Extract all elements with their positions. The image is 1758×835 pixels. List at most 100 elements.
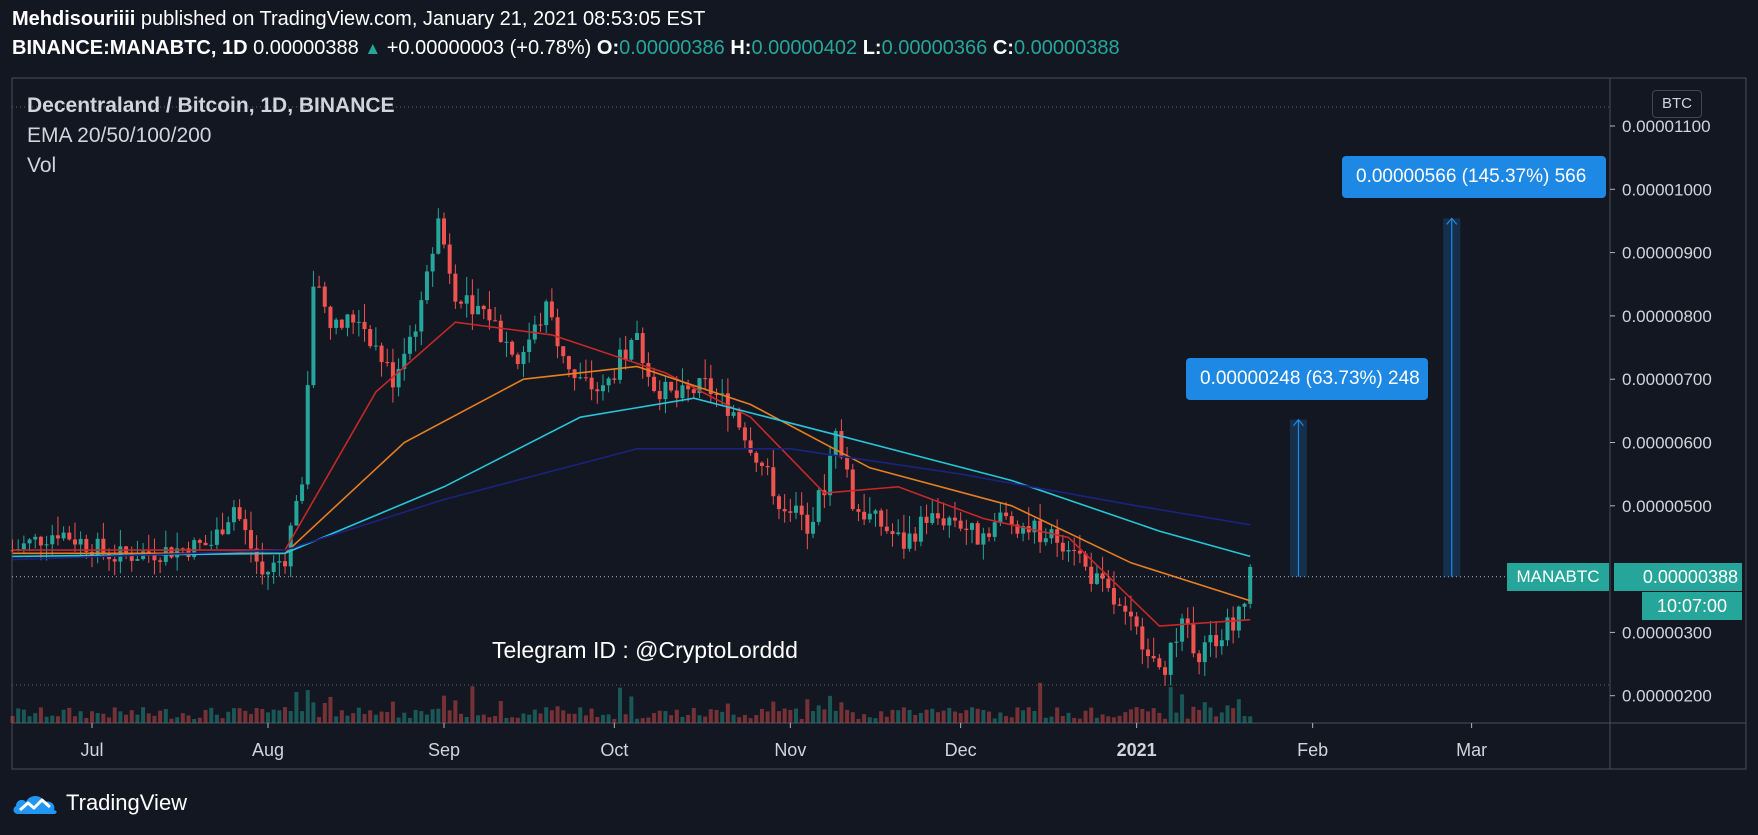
candle-body [260, 561, 265, 575]
candle-body [226, 522, 231, 535]
volume-bar [759, 708, 764, 723]
volume-bar [362, 714, 367, 723]
volume-bar [498, 701, 503, 723]
candle-body [947, 517, 952, 526]
open-value: 0.00000386 [619, 37, 725, 59]
volume-bar [987, 711, 992, 723]
candle-body [623, 349, 628, 360]
volume-bar [294, 692, 299, 723]
volume-bar [549, 710, 554, 723]
ema100-line [12, 397, 1251, 558]
volume-bar [674, 709, 679, 723]
volume-bar [782, 708, 787, 723]
volume-bar [402, 712, 407, 723]
ema50-line [12, 365, 1251, 602]
candle-body [884, 526, 889, 532]
outer-frame [11, 77, 1747, 770]
volume-bar [907, 709, 912, 723]
price-range-label-2[interactable]: 0.00000566 (145.37%) 566 [1342, 156, 1606, 198]
up-arrow-icon: ▲ [364, 39, 382, 58]
candle-body [805, 514, 810, 534]
candle-body [845, 457, 850, 470]
author-name[interactable]: Mehdisouriiii [12, 8, 136, 30]
volume-bar [1021, 710, 1026, 723]
volume-bar [141, 707, 146, 723]
candle-body [657, 390, 662, 400]
volume-bar [635, 718, 640, 723]
volume-bar [1242, 716, 1247, 723]
volume-bar [1009, 717, 1014, 723]
volume-bar [1231, 708, 1236, 723]
volume-bar [1055, 707, 1060, 723]
volume-bar [351, 713, 356, 723]
candle-body [493, 320, 498, 322]
y-tick-label: 0.00001000 [1622, 180, 1712, 199]
candle-body [1094, 573, 1099, 584]
candle-body [135, 559, 140, 561]
volume-bar [169, 718, 174, 723]
volume-bar [10, 716, 15, 723]
candle-body [794, 505, 798, 513]
candle-body [935, 513, 940, 519]
candle-body [754, 452, 759, 463]
volume-bar [652, 713, 657, 723]
volume-bar [970, 707, 974, 723]
candle-body [907, 533, 912, 549]
y-tick-label: 0.00000800 [1622, 307, 1712, 326]
candle-body [322, 286, 327, 307]
candle-body [288, 525, 293, 567]
volume-bar [862, 714, 867, 723]
candle-body [305, 385, 310, 485]
tradingview-logo[interactable]: TradingView [12, 790, 187, 816]
chart-legend-title[interactable]: Decentraland / Bitcoin, 1D, BINANCE [27, 94, 395, 117]
currency-unit-badge[interactable]: BTC [1652, 90, 1702, 118]
volume-bar [867, 717, 872, 723]
volume-bar [640, 718, 645, 723]
candle-body [1123, 605, 1128, 612]
volume-bar [1089, 707, 1094, 723]
candle-body [169, 547, 174, 558]
candle-body [918, 516, 923, 542]
volume-bar [237, 708, 242, 723]
ema20-line [12, 321, 1251, 627]
volume-bar [663, 711, 668, 723]
candle-body [731, 412, 736, 416]
volume-bar [1015, 707, 1020, 723]
candle-body [669, 381, 674, 391]
candle-body [38, 536, 43, 546]
candle-body [44, 544, 49, 546]
ema-indicator-legend[interactable]: EMA 20/50/100/200 [27, 124, 212, 147]
candle-body [913, 533, 918, 542]
candle-body [192, 540, 197, 558]
y-tick-label: 0.00000700 [1622, 370, 1712, 389]
volume-bar [947, 707, 952, 723]
volume-bar [918, 712, 923, 723]
volume-bar [544, 707, 549, 723]
candle-body [776, 496, 781, 510]
price-range-label-1[interactable]: 0.00000248 (63.73%) 248 [1186, 358, 1428, 400]
candle-body [351, 314, 356, 323]
candle-body [521, 352, 526, 364]
candle-body [703, 378, 708, 380]
volume-bar [686, 714, 691, 723]
y-tick-label: 0.00000500 [1622, 497, 1712, 516]
volume-bar [913, 714, 918, 723]
volume-indicator-legend[interactable]: Vol [27, 154, 57, 177]
volume-bar [765, 711, 770, 723]
candle-body [640, 333, 645, 364]
candle-body [952, 517, 957, 521]
candle-body [635, 333, 640, 340]
volume-bar [220, 718, 225, 723]
volume-bar [828, 695, 833, 723]
candle-body [1004, 512, 1009, 517]
candle-body [720, 393, 725, 395]
candle-body [129, 553, 134, 561]
telegram-annotation: Telegram ID : @CryptoLorddd [492, 637, 798, 663]
volume-bar [339, 710, 344, 723]
candle-body [436, 218, 441, 254]
low-label: L: [862, 37, 882, 59]
candle-body [850, 469, 855, 510]
volume-bar [612, 718, 617, 723]
candle-body [385, 362, 390, 364]
